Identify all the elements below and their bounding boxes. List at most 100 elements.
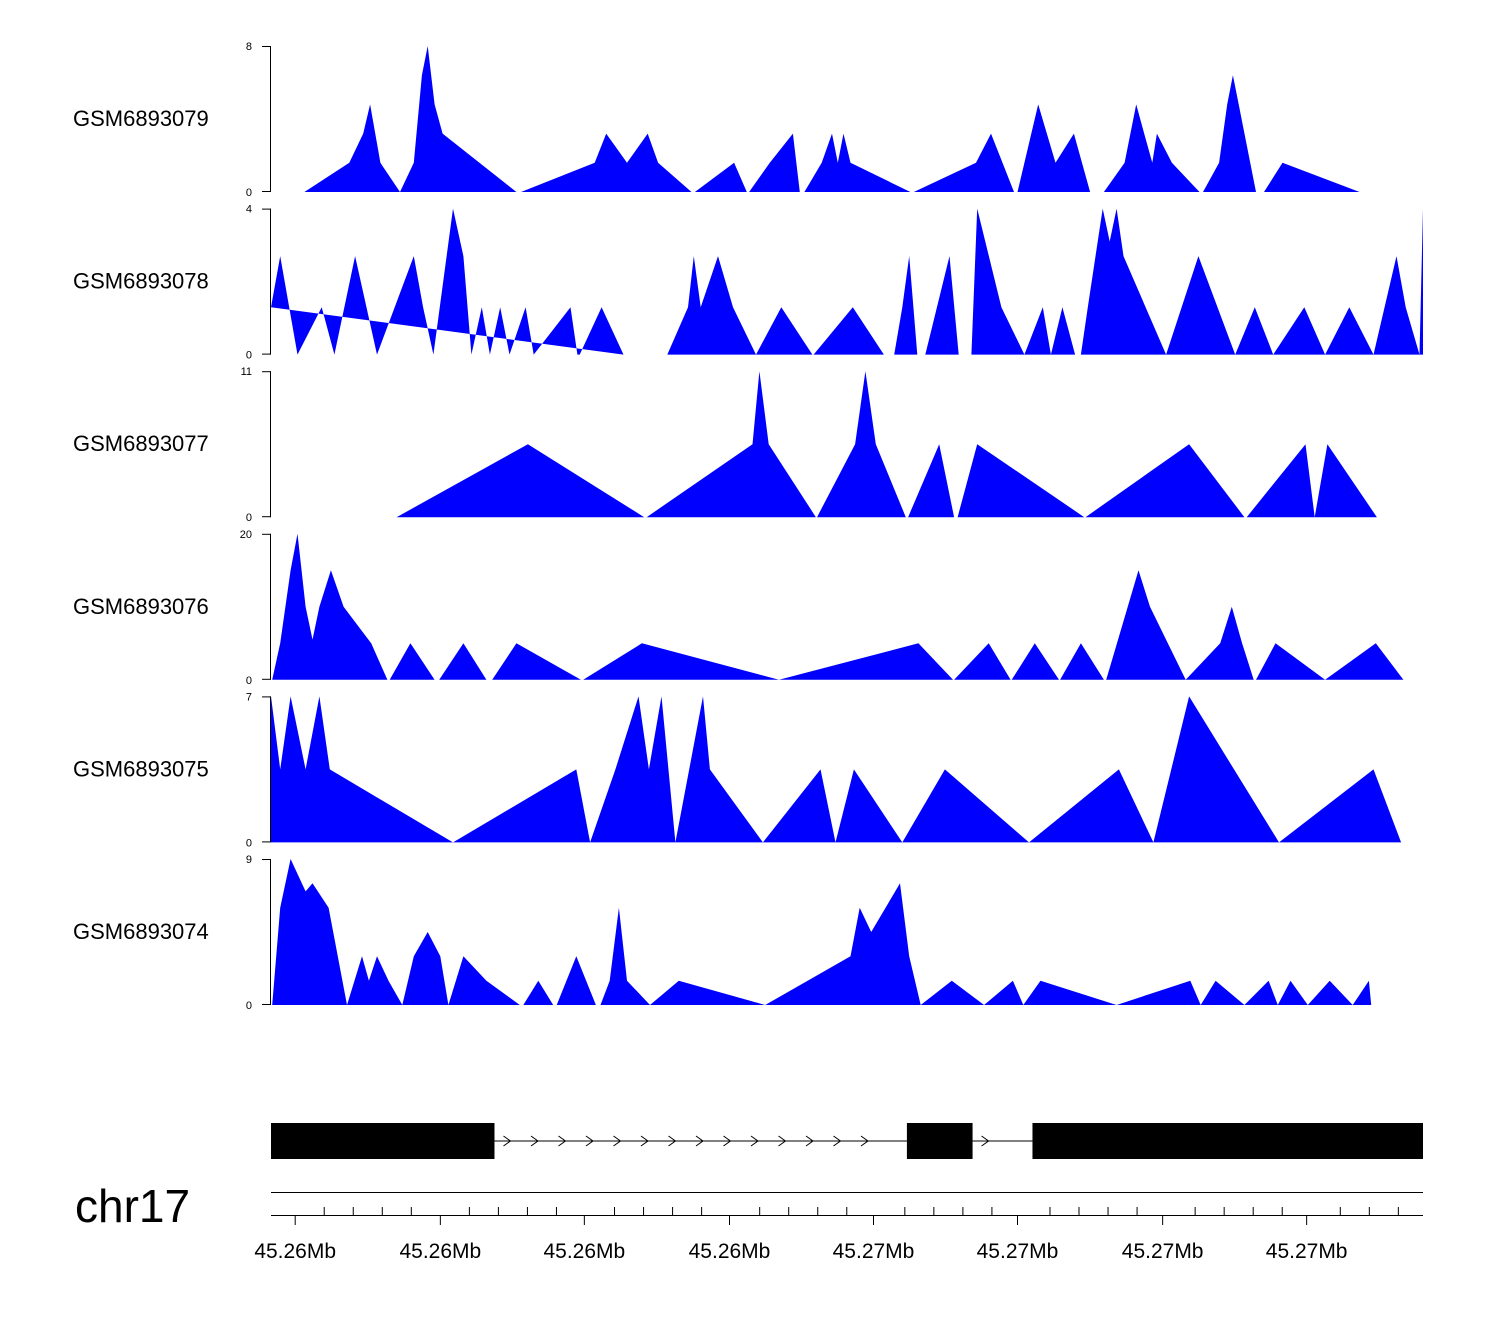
x-tick-label: 45.26Mb (689, 1240, 771, 1263)
coverage-peak (272, 533, 388, 680)
exon (271, 1123, 495, 1159)
track-label: GSM6893078 (73, 269, 209, 294)
y-tick-label-max: 7 (246, 691, 252, 703)
strand-arrow (503, 1135, 512, 1147)
coverage-peak (590, 696, 676, 843)
strand-arrow (750, 1135, 759, 1147)
track-GSM6893077: GSM6893077 11 0 (73, 366, 1377, 524)
coverage-peak (1185, 606, 1254, 680)
strand-arrow (695, 1135, 704, 1147)
coverage-peak (646, 371, 816, 518)
coverage-peak (920, 980, 985, 1005)
coverage-peak (1264, 162, 1360, 192)
coverage-peak (1307, 980, 1353, 1005)
coverage-peak (1325, 643, 1404, 680)
coverage-peak (439, 643, 487, 680)
y-tick-label-max: 9 (246, 854, 252, 866)
strand-arrow (613, 1135, 622, 1147)
coverage-peak (389, 643, 435, 680)
coverage-peak (1029, 769, 1154, 843)
coverage-peak (749, 133, 800, 192)
coverage-peak (913, 133, 1014, 192)
coverage-peak (804, 133, 911, 192)
strand-arrow (530, 1135, 539, 1147)
y-tick-label-min: 0 (246, 1000, 252, 1012)
strand-arrow (723, 1135, 732, 1147)
coverage-peak (694, 162, 747, 192)
coverage-peak (1060, 643, 1104, 680)
strand-arrow (981, 1135, 990, 1147)
x-tick-label: 45.27Mb (1122, 1240, 1204, 1263)
track-label: GSM6893075 (73, 756, 209, 781)
track-GSM6893078: GSM6893078 4 0 (73, 204, 1423, 362)
y-tick-label-min: 0 (246, 675, 252, 687)
y-tick-label-max: 4 (246, 204, 252, 216)
coverage-peak (1011, 643, 1059, 680)
x-tick-label: 45.27Mb (1266, 1240, 1348, 1263)
coverage-peak (1203, 75, 1256, 192)
x-tick-label: 45.26Mb (399, 1240, 481, 1263)
track-GSM6893076: GSM6893076 20 0 (73, 529, 1404, 687)
strand-arrow (778, 1135, 787, 1147)
coverage-peak (957, 444, 1085, 518)
coverage-peak (1116, 980, 1201, 1005)
genomic-axis: chr17 45.26Mb 45.26Mb 45.26Mb 45.26Mb 45.27M… (75, 1180, 1423, 1263)
exon (906, 1123, 973, 1159)
strand-arrow (860, 1135, 869, 1147)
coverage-peak (756, 307, 813, 355)
strand-arrow (640, 1135, 649, 1147)
coverage-peak (396, 444, 645, 518)
coverage-peak (954, 643, 1011, 680)
coverage-peak (779, 643, 953, 680)
track-label: GSM6893076 (73, 594, 209, 619)
gene-model (271, 1123, 1423, 1159)
coverage-peak (271, 208, 624, 355)
strand-arrow (668, 1135, 677, 1147)
coverage-peak (1244, 980, 1278, 1005)
coverage-peak (762, 769, 836, 843)
chromosome-label: chr17 (75, 1180, 190, 1232)
coverage-peak (272, 859, 520, 1005)
coverage-peak (765, 883, 921, 1005)
coverage-peak (1352, 980, 1372, 1005)
coverage-peak (556, 956, 596, 1005)
coverage-peak (492, 643, 581, 680)
coverage-peak (523, 980, 554, 1005)
coverage-peak (971, 208, 1076, 355)
coverage-peak (1085, 444, 1245, 518)
coverage-peak (1106, 570, 1186, 680)
coverage-peak (1103, 104, 1200, 192)
strand-arrow (558, 1135, 567, 1147)
x-tick-label: 45.27Mb (833, 1240, 915, 1263)
coverage-peak (1279, 769, 1402, 843)
coverage-peak (1273, 208, 1423, 355)
y-tick-label-max: 20 (240, 529, 252, 541)
y-tick-label-min: 0 (246, 350, 252, 362)
coverage-peak (817, 371, 906, 518)
x-tick-label: 45.27Mb (977, 1240, 1059, 1263)
coverage-peak (1017, 104, 1091, 192)
track-GSM6893079: GSM6893079 8 0 (73, 41, 1360, 199)
y-tick-label-min: 0 (246, 837, 252, 849)
coverage-peak (908, 444, 955, 518)
track-GSM6893075: GSM6893075 7 0 (73, 691, 1402, 849)
y-tick-label-max: 8 (246, 41, 252, 53)
strand-arrow (585, 1135, 594, 1147)
coverage-peak (1277, 980, 1308, 1005)
coverage-peak (1023, 980, 1117, 1005)
track-label: GSM6893079 (73, 106, 209, 131)
coverage-tracks: GSM689307980GSM689307840GSM6893077110GSM… (73, 41, 1423, 1012)
coverage-peak (1153, 696, 1279, 843)
coverage-peak (813, 307, 884, 355)
coverage-peak (1080, 208, 1274, 355)
coverage-peak (667, 256, 756, 355)
y-tick-label-min: 0 (246, 512, 252, 524)
track-GSM6893074: GSM6893074 9 0 (73, 854, 1372, 1012)
coverage-peak (1246, 444, 1377, 518)
x-tick-label: 45.26Mb (254, 1240, 336, 1263)
coverage-peak (984, 980, 1024, 1005)
exon (1032, 1123, 1423, 1159)
coverage-peak (453, 769, 591, 843)
coverage-peak (583, 643, 779, 680)
coverage-peak (271, 696, 453, 843)
